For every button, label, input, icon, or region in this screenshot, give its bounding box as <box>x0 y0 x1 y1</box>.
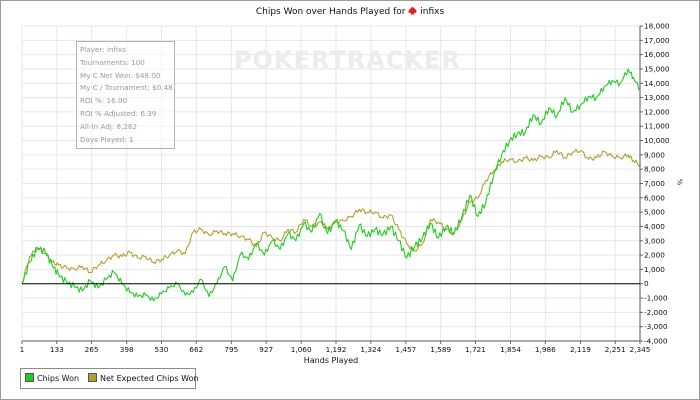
chart-title: Chips Won over Hands Played for infixs <box>0 6 700 17</box>
stat-line: Days Played: 1 <box>80 134 134 144</box>
stat-line: My C Net Won: $48.00 <box>80 70 161 80</box>
x-tick-label: 530 <box>155 345 169 354</box>
y-tick-label: 12,000 <box>644 107 670 116</box>
x-tick-label: 2,345 <box>630 345 651 354</box>
stat-line: Tournaments: 100 <box>80 57 145 67</box>
x-tick-label: 1 <box>20 345 25 354</box>
stat-line: My C / Tournament: $0.48 <box>80 83 173 93</box>
y-tick-label: 6,000 <box>644 193 665 202</box>
x-tick-label: 927 <box>259 345 273 354</box>
y-tick-label: 0 <box>644 279 649 288</box>
tick-labels: -4,000 -3,000 -2,000 -1,000 0 1,000 2,000 3,000… <box>20 22 670 366</box>
legend-swatch <box>88 373 97 382</box>
stat-line: Player: infixs <box>80 45 127 54</box>
watermark-text: POKERTRACKER <box>234 46 461 74</box>
player-name: infixs <box>420 7 445 17</box>
y-tick-label: 10,000 <box>644 136 670 145</box>
x-tick-label: 265 <box>85 345 99 354</box>
legend-item-chips-won[interactable]: Chips Won <box>25 373 79 383</box>
x-tick-label: 2,119 <box>570 345 591 354</box>
x-tick-label: 662 <box>189 345 203 354</box>
series-layer <box>21 68 641 302</box>
stats-annotation-box: Player: infixs Tournaments: 100 My C Net… <box>76 41 175 149</box>
y-tick-label: 18,000 <box>644 22 670 31</box>
y-tick-label: 13,000 <box>644 93 670 102</box>
chart-title-text: Chips Won over Hands Played for <box>255 7 406 17</box>
y-tick-label: 16,000 <box>644 50 670 59</box>
y-tick-label: 2,000 <box>644 251 665 260</box>
spade-icon <box>408 6 417 15</box>
x-tick-label: 1,721 <box>465 345 486 354</box>
x-tick-label: 2,251 <box>605 345 626 354</box>
x-tick-label: 133 <box>50 345 64 354</box>
y-tick-label: 3,000 <box>644 236 665 245</box>
stat-line: All-In Adj: 8,262 <box>80 121 138 131</box>
y-axis-label: % <box>675 178 684 186</box>
series-line-chips-won <box>21 68 641 302</box>
y-tick-label: 8,000 <box>644 165 665 174</box>
y-tick-label: 7,000 <box>644 179 665 188</box>
x-tick-label: 1,192 <box>326 345 347 354</box>
x-tick-label: 1,589 <box>430 345 451 354</box>
y-tick-label: 5,000 <box>644 208 665 217</box>
y-tick-label: -1,000 <box>644 294 668 303</box>
legend: Chips Won Net Expected Chips Won <box>20 368 199 389</box>
legend-item-net-expected[interactable]: Net Expected Chips Won <box>88 373 199 383</box>
poker-tracker-watermark: POKERTRACKER <box>234 46 461 74</box>
axes <box>21 25 643 344</box>
y-tick-label: -2,000 <box>644 308 668 317</box>
x-tick-label: 398 <box>120 345 134 354</box>
y-tick-label: 17,000 <box>644 36 670 45</box>
x-tick-label: 1,854 <box>500 345 521 354</box>
x-axis-title: Hands Played <box>304 356 358 365</box>
legend-label: Net Expected Chips Won <box>100 374 199 383</box>
y-tick-label: 1,000 <box>644 265 665 274</box>
stat-line: ROI %: 16.00 <box>80 96 128 106</box>
legend-label: Chips Won <box>37 374 80 383</box>
y-tick-label: 9,000 <box>644 150 665 159</box>
y-tick-label: 11,000 <box>644 122 670 131</box>
y-tick-label: -4,000 <box>644 337 668 346</box>
y-tick-label: -3,000 <box>644 322 668 331</box>
legend-swatch <box>25 373 34 382</box>
x-tick-label: 1,986 <box>535 345 556 354</box>
x-tick-label: 1,457 <box>395 345 416 354</box>
stat-line: ROI % Adjusted: 6.39 <box>80 108 157 118</box>
y-tick-label: 14,000 <box>644 79 670 88</box>
x-tick-label: 1,324 <box>360 345 381 354</box>
y-tick-label: 15,000 <box>644 64 670 73</box>
y-tick-label: 4,000 <box>644 222 665 231</box>
x-tick-label: 795 <box>224 345 238 354</box>
x-tick-label: 1,060 <box>291 345 312 354</box>
